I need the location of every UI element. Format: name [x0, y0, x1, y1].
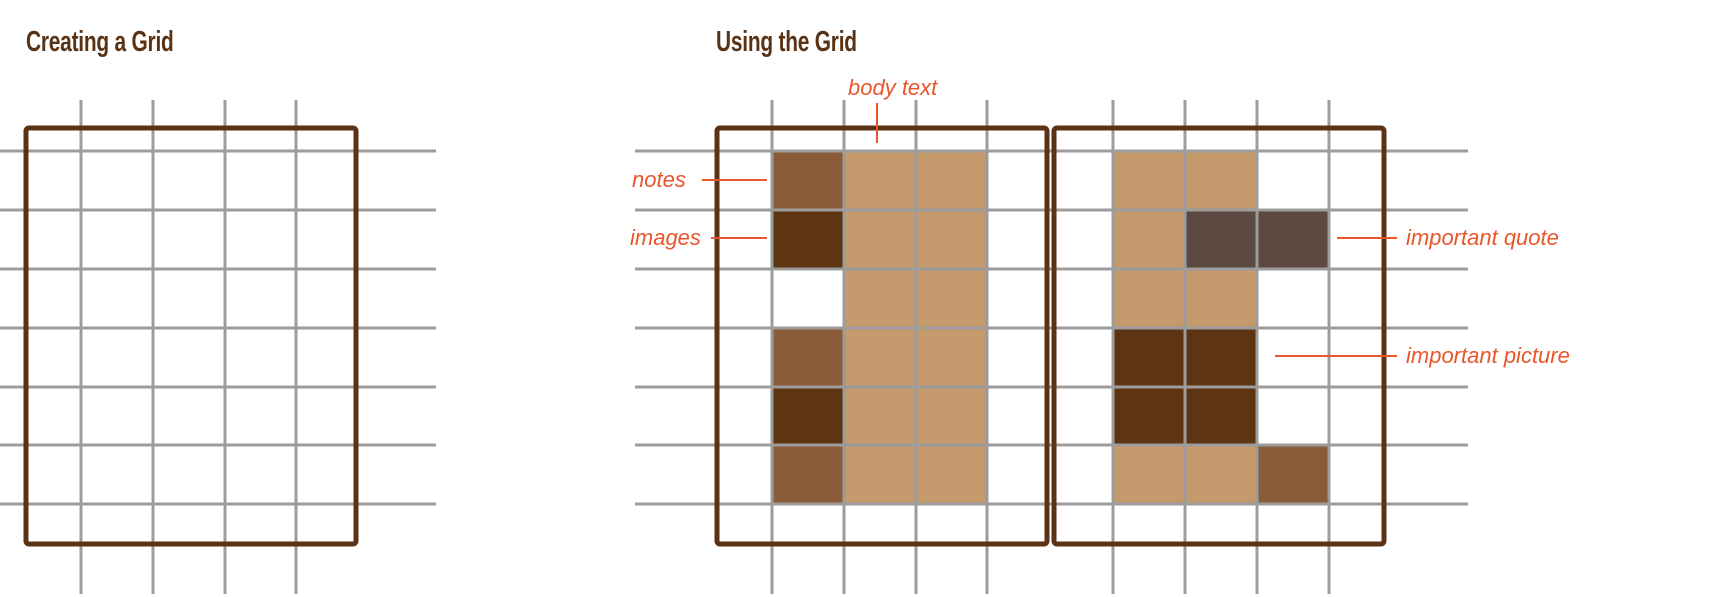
right-panel-title: Using the Grid	[716, 26, 857, 58]
right-grid-vertical-lines	[770, 100, 1331, 594]
important-picture-label: important picture	[1406, 343, 1570, 368]
body-text-block	[1113, 210, 1185, 269]
notes-label: notes	[632, 167, 686, 192]
notes-block	[772, 445, 844, 504]
notes-block	[772, 328, 844, 387]
important-quote-label: important quote	[1406, 225, 1559, 250]
left-grid-vertical-lines	[79, 100, 298, 594]
notes-block	[1257, 445, 1329, 504]
left-grid	[0, 100, 436, 594]
images-label: images	[630, 225, 701, 250]
left-panel-title: Creating a Grid	[26, 26, 174, 58]
notes-block	[772, 151, 844, 210]
body-text-label: body text	[848, 75, 938, 100]
left-grid-horizontal-lines	[0, 149, 436, 506]
images-block	[772, 210, 844, 269]
images-block	[772, 387, 844, 445]
left-page-frame	[23, 125, 359, 547]
right-left-page-frame	[714, 125, 1050, 547]
right-grid: body text notes images important quote i…	[630, 75, 1570, 594]
annotation-leaders	[702, 103, 1397, 357]
right-right-page-frame	[1051, 125, 1387, 547]
